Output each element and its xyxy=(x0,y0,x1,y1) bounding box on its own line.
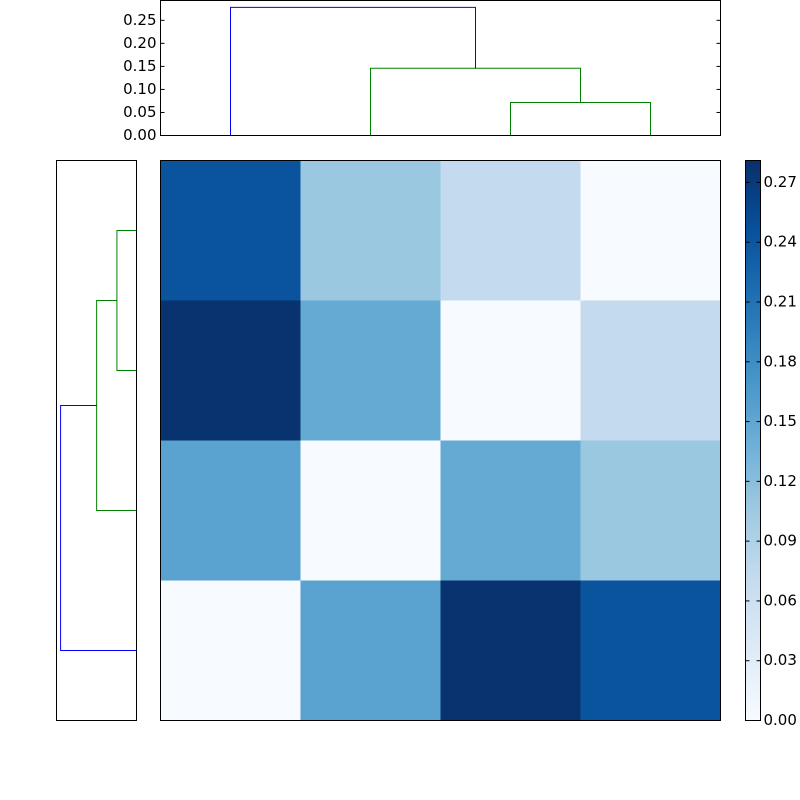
y-tick-label: 0.00 xyxy=(123,126,156,144)
heatmap-cell xyxy=(160,160,301,301)
heatmap-cell xyxy=(160,440,301,581)
colorbar-tick-label: 0.03 xyxy=(764,651,797,669)
dendrogram-link xyxy=(370,67,581,136)
heatmap-cell xyxy=(440,300,581,441)
heatmap-cell xyxy=(160,300,301,441)
colorbar-tick-label: 0.06 xyxy=(764,591,797,609)
y-tick-label: 0.20 xyxy=(123,34,156,52)
colorbar-tick-label: 0.21 xyxy=(764,292,797,310)
heatmap-cell xyxy=(580,580,721,721)
axes-frame xyxy=(160,0,721,136)
dendrogram-link xyxy=(60,405,137,651)
dendrogram-link xyxy=(510,101,651,136)
colorbar xyxy=(745,160,761,721)
heatmap-cell xyxy=(580,440,721,581)
heatmap-cell xyxy=(300,580,441,721)
heatmap-cell xyxy=(300,300,441,441)
heatmap-cell xyxy=(440,580,581,721)
colorbar-tick-label: 0.09 xyxy=(764,532,797,550)
colorbar-tick-label: 0.18 xyxy=(764,352,797,370)
heatmap-cell xyxy=(160,580,301,721)
dendrogram-link xyxy=(116,230,137,371)
heatmap-cell xyxy=(300,440,441,581)
axes-frame xyxy=(56,160,137,721)
colorbar-tick-label: 0.24 xyxy=(764,233,797,251)
y-tick-label: 0.15 xyxy=(123,57,156,75)
heatmap-cell xyxy=(580,160,721,301)
colorbar-tick-label: 0.12 xyxy=(764,472,797,490)
colorbar-tick-label: 0.00 xyxy=(764,711,797,729)
axes-frame xyxy=(160,160,721,721)
y-tick-label: 0.05 xyxy=(123,103,156,121)
colorbar-tick-label: 0.27 xyxy=(764,173,797,191)
heatmap-cell xyxy=(440,160,581,301)
y-tick-label: 0.25 xyxy=(123,11,156,29)
heatmap-cell xyxy=(300,160,441,301)
heatmap-cell xyxy=(580,300,721,441)
heatmap-cell xyxy=(440,440,581,581)
dendrogram-link xyxy=(230,6,476,136)
colorbar-tick-label: 0.15 xyxy=(764,412,797,430)
y-tick-label: 0.10 xyxy=(123,80,156,98)
